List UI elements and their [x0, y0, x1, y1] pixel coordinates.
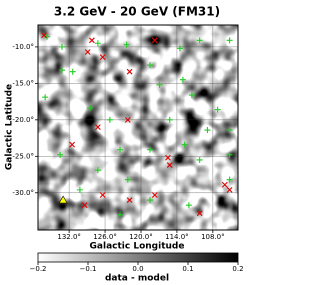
- x-tick-label: 108.0°: [201, 233, 225, 241]
- y-tick-label: -25.0°: [12, 152, 34, 160]
- x-tick-label: 126.0°: [93, 233, 117, 241]
- marker-cross: [99, 54, 106, 60]
- marker-cross: [81, 202, 88, 209]
- marker-plus: [42, 94, 49, 101]
- marker-plus: [58, 67, 65, 74]
- x-tick-label: 120.0°: [129, 233, 153, 241]
- marker-cross: [226, 186, 233, 193]
- marker-cross: [126, 68, 133, 75]
- marker-cross: [166, 162, 173, 168]
- marker-plus: [214, 106, 221, 113]
- marker-plus: [117, 146, 124, 153]
- marker-plus: [196, 156, 203, 163]
- marker-plus: [226, 176, 233, 183]
- marker-plus: [94, 40, 101, 47]
- marker-plus: [166, 116, 173, 123]
- marker-plus: [181, 141, 188, 148]
- colorbar-tick-label: 0.1: [182, 265, 193, 273]
- marker-plus: [226, 127, 233, 134]
- marker-cross: [196, 210, 203, 217]
- marker-cross: [126, 197, 133, 203]
- marker-cross: [94, 124, 101, 131]
- x-axis-label: Galactic Longitude: [90, 242, 185, 252]
- marker-plus: [188, 92, 195, 99]
- marker-triangle: [58, 195, 68, 204]
- marker-plus: [57, 151, 64, 158]
- marker-plus: [106, 116, 113, 123]
- marker-plus: [156, 81, 163, 88]
- residual-map: [38, 25, 238, 230]
- marker-cross: [69, 141, 76, 148]
- colorbar-label: data - model: [105, 274, 169, 284]
- marker-cross: [99, 192, 106, 198]
- marker-plus: [226, 151, 233, 158]
- marker-plus: [69, 68, 76, 75]
- colorbar-tick-label: −0.1: [80, 265, 97, 273]
- marker-plus: [58, 43, 65, 50]
- marker-plus: [146, 197, 153, 204]
- y-tick-label: -30.0°: [12, 189, 34, 197]
- marker-cross: [41, 32, 47, 39]
- marker-plus: [94, 167, 101, 174]
- marker-plus: [179, 76, 186, 83]
- colorbar-tick-label: 0.0: [132, 265, 143, 273]
- colorbar-tick-label: −0.2: [30, 265, 47, 273]
- marker-cross: [165, 154, 171, 161]
- marker-plus: [146, 62, 153, 69]
- marker-plus: [185, 202, 192, 209]
- marker-plus: [76, 186, 83, 193]
- marker-plus: [196, 37, 203, 44]
- marker-cross: [151, 37, 158, 44]
- marker-plus: [117, 211, 124, 218]
- marker-cross: [84, 49, 91, 55]
- chart-title: 3.2 GeV - 20 GeV (FM31): [54, 5, 220, 19]
- marker-cross: [89, 37, 95, 44]
- marker-plus: [204, 127, 211, 134]
- marker-plus: [124, 176, 131, 183]
- x-tick-label: 132.0°: [57, 233, 81, 241]
- chart: 3.2 GeV - 20 GeV (FM31) Galactic Longitu…: [5, 5, 244, 284]
- marker-plus: [87, 105, 94, 112]
- marker-plus: [123, 41, 130, 48]
- marker-cross: [151, 192, 158, 198]
- marker-cross: [221, 181, 228, 188]
- y-tick-label: -10.0°: [12, 43, 34, 51]
- marker-cross: [124, 116, 131, 123]
- marker-plus: [226, 37, 233, 44]
- marker-plus: [146, 146, 153, 153]
- plot-frame: [37, 24, 239, 231]
- x-tick-label: 114.0°: [165, 233, 189, 241]
- y-tick-label: -15.0°: [12, 79, 34, 87]
- colorbar: [37, 252, 239, 263]
- colorbar-tick-label: 0.2: [232, 265, 243, 273]
- y-tick-label: -20.0°: [12, 116, 34, 124]
- y-axis-label: Galactic Latitude: [5, 84, 15, 170]
- marker-plus: [176, 45, 183, 52]
